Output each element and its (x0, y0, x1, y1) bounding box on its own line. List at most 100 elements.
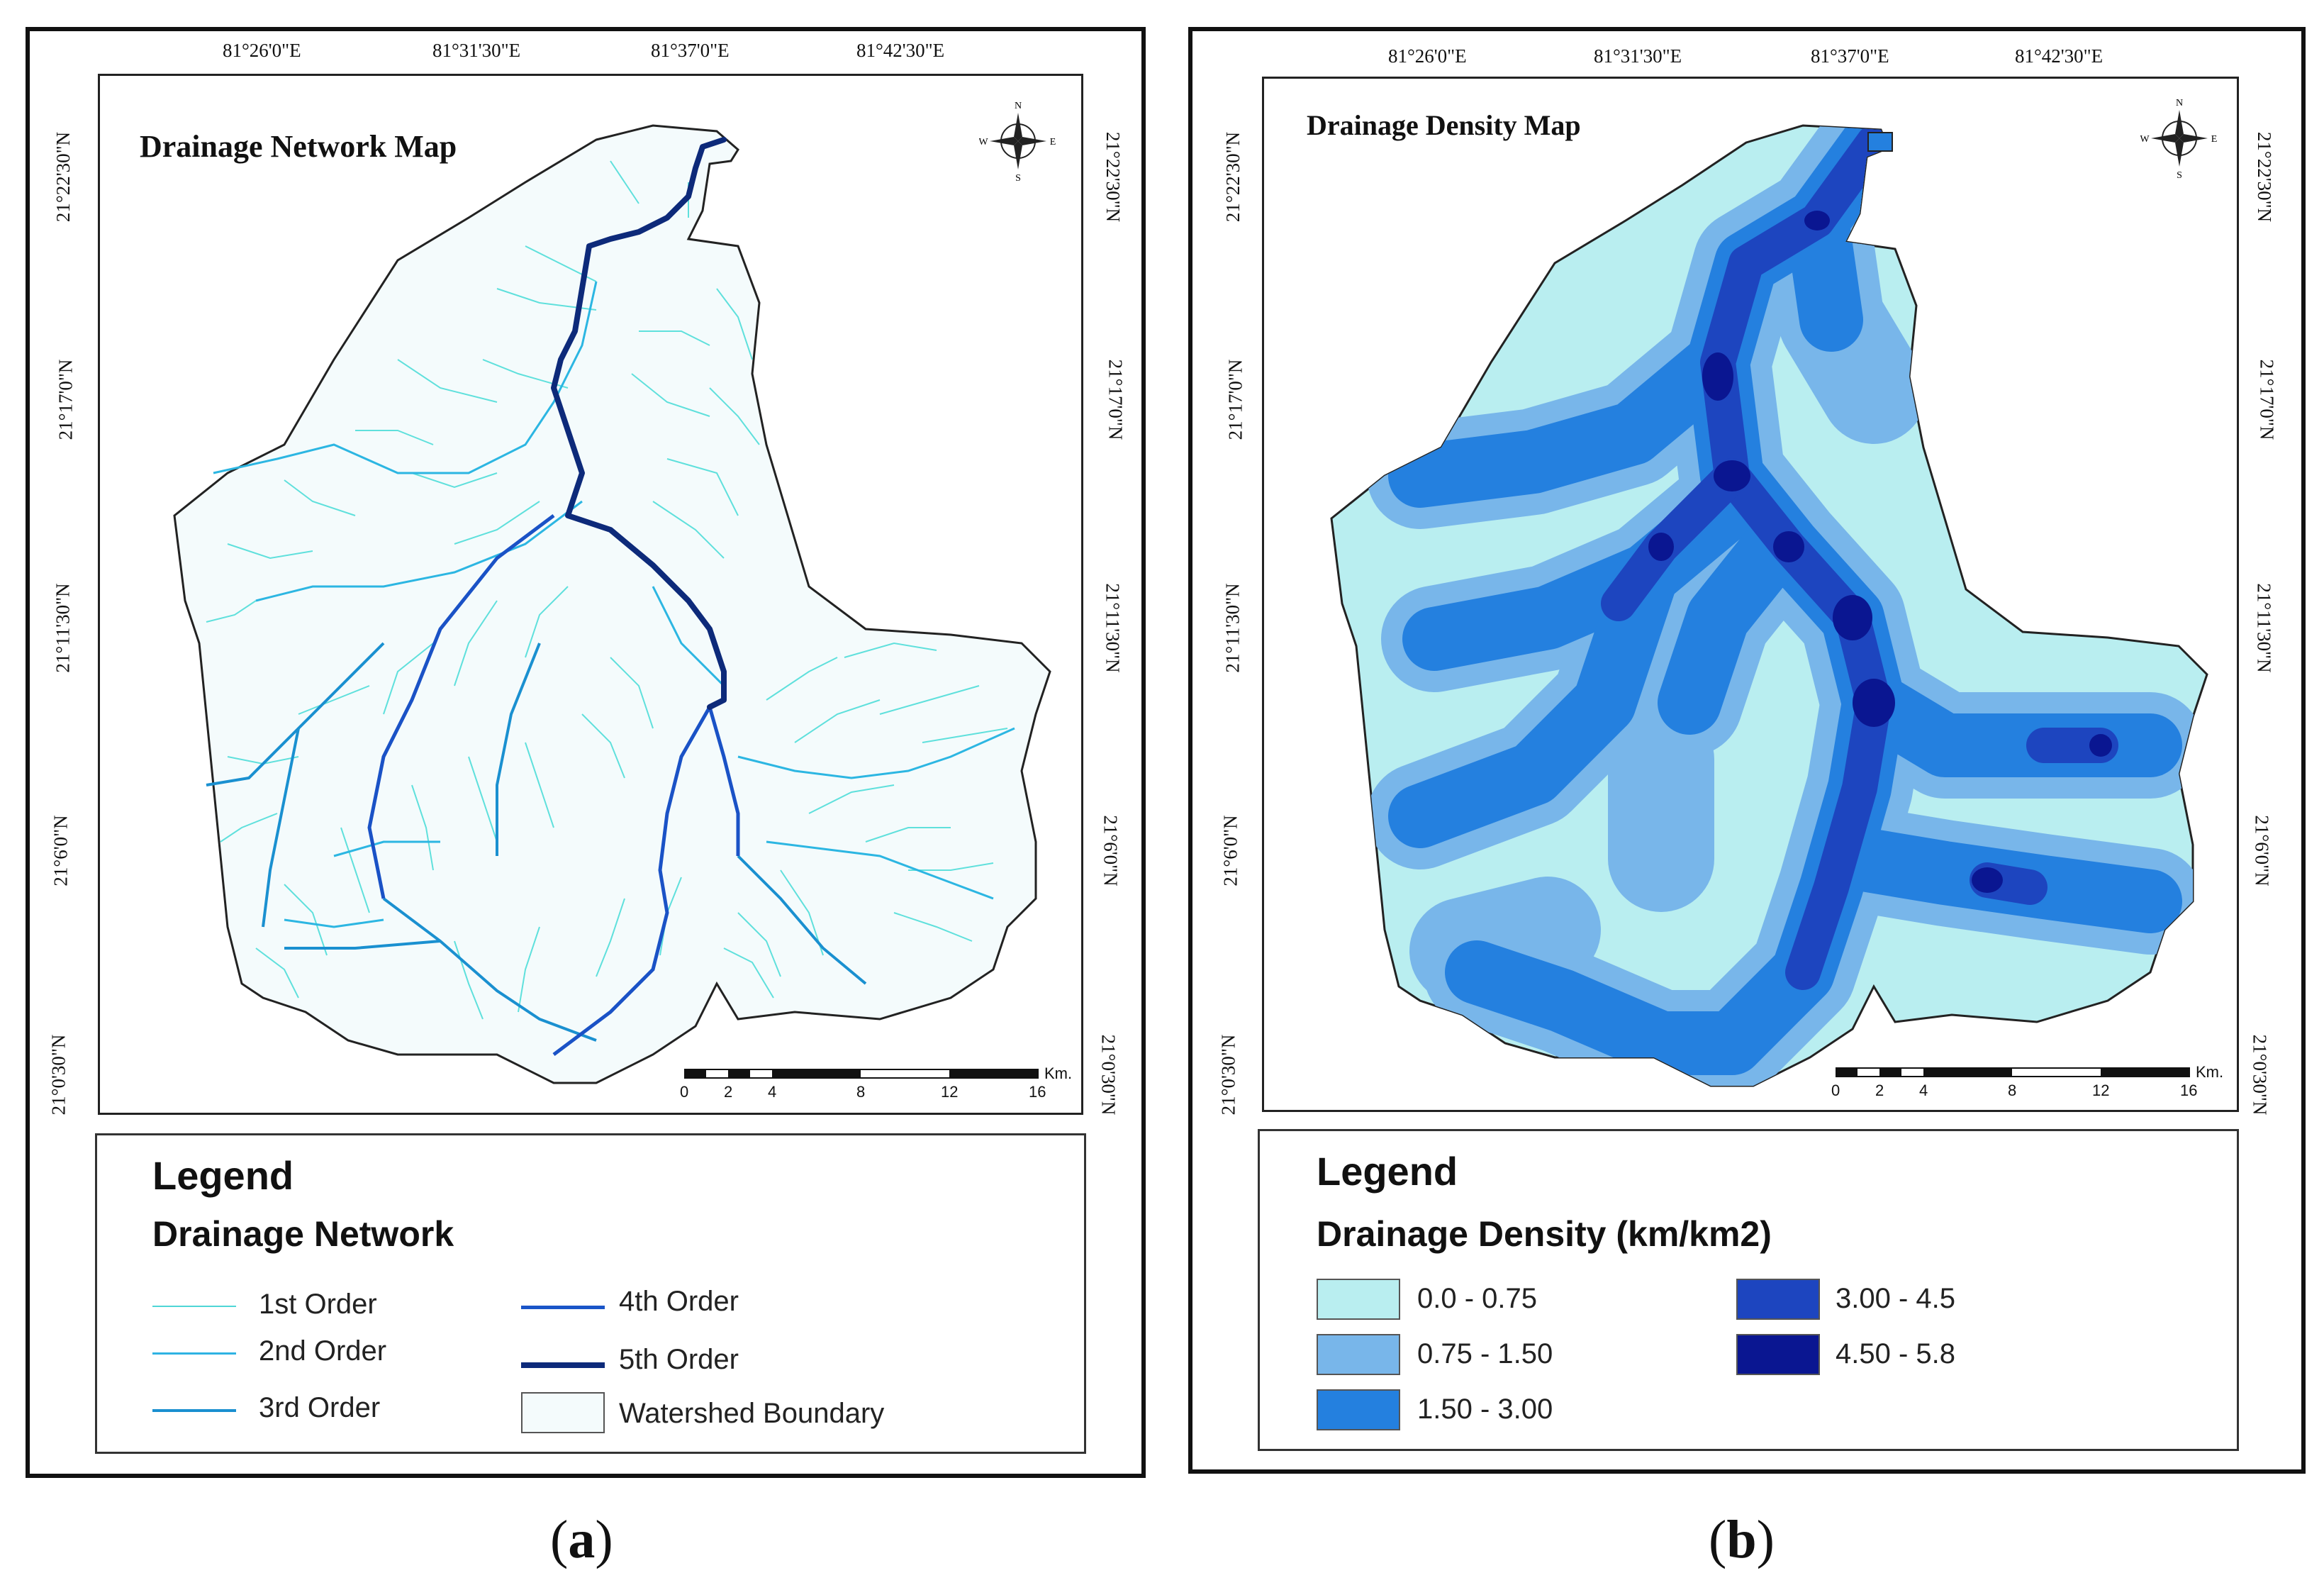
scale-label-0: 0 (1831, 1082, 1840, 1099)
legend-label-1st-order: 1st Order (259, 1289, 377, 1320)
legend-title-a: Legend (152, 1153, 294, 1198)
left-coord-5: 21°0'30"N (1217, 1034, 1239, 1116)
legend-swatch-0.75-1.50 (1317, 1334, 1400, 1375)
legend-line-2nd-order (152, 1352, 236, 1355)
legend-label-1.50-3.00: 1.50 - 3.00 (1417, 1394, 1553, 1425)
compass-s: S (1015, 173, 1021, 184)
legend-a: Legend Drainage Network 1st Order 2nd Or… (95, 1133, 1086, 1454)
right-coord-5: 21°0'30"N (1097, 1034, 1119, 1116)
right-coord-4: 21°6'0"N (2251, 815, 2273, 886)
compass-n: N (2176, 98, 2183, 109)
legend-swatch-1.50-3.00 (1317, 1389, 1400, 1430)
north-arrow-compass: N S W E (979, 101, 1056, 184)
watershed-boundary (173, 124, 1051, 1084)
compass-w: W (979, 137, 988, 148)
compass-w: W (2140, 134, 2150, 145)
legend-swatch-watershed (521, 1392, 605, 1433)
legend-label-3rd-order: 3rd Order (259, 1392, 381, 1423)
legend-subtitle-a: Drainage Network (152, 1214, 454, 1254)
left-coord-5: 21°0'30"N (48, 1034, 69, 1116)
top-coord-1: 81°26'0"E (223, 40, 301, 61)
legend-line-5th-order (521, 1362, 605, 1368)
top-coord-2: 81°31'30"E (432, 40, 521, 61)
scale-label-4: 4 (768, 1083, 777, 1101)
left-coord-1: 21°22'30"N (52, 131, 74, 223)
outlet-patch (1867, 132, 1893, 152)
top-coord-2: 81°31'30"E (1594, 45, 1682, 67)
left-coord-2: 21°17'0"N (55, 359, 77, 440)
caption-b-letter: b (1726, 1510, 1757, 1569)
scale-label-8: 8 (856, 1083, 866, 1101)
streams-3rd-order (206, 642, 867, 1042)
top-coord-3: 81°37'0"E (651, 40, 730, 61)
panel-b: 81°26'0"E 81°31'30"E 81°37'0"E 81°42'30"… (1188, 27, 2306, 1474)
top-coord-4: 81°42'30"E (2015, 45, 2104, 67)
legend-subtitle-b: Drainage Density (km/km2) (1317, 1214, 1772, 1254)
legend-label-2nd-order: 2nd Order (259, 1335, 387, 1367)
top-coord-4: 81°42'30"E (856, 40, 945, 61)
legend-label-watershed: Watershed Boundary (619, 1398, 885, 1429)
map-title-a: Drainage Network Map (140, 129, 457, 164)
legend-line-3rd-order (152, 1409, 236, 1412)
legend-line-4th-order (521, 1306, 605, 1309)
streams-2nd-order (213, 281, 1015, 928)
scale-label-12: 12 (941, 1083, 959, 1101)
left-coord-3: 21°11'30"N (52, 583, 74, 673)
drainage-network-map: N S W E Drainage Network Map Km. 0 2 4 8… (98, 74, 1083, 1115)
map-canvas-a (173, 124, 1051, 1084)
scale-label-8: 8 (2008, 1082, 2017, 1099)
density-class-4.50-5.8 (1648, 211, 2112, 893)
caption-b: (b) (1709, 1509, 1775, 1571)
scale-unit-b: Km. (2196, 1063, 2224, 1081)
left-coord-2: 21°17'0"N (1224, 359, 1246, 440)
panel-a: 81°26'0"E 81°31'30"E 81°37'0"E 81°42'30"… (26, 27, 1146, 1478)
map-title-b: Drainage Density Map (1307, 109, 1581, 141)
right-coord-3: 21°11'30"N (2253, 583, 2275, 673)
right-coord-1: 21°22'30"N (1102, 131, 1124, 223)
scale-label-4: 4 (1919, 1082, 1928, 1099)
legend-line-1st-order (152, 1306, 236, 1307)
scale-bar-a: Km. 0 2 4 8 12 16 (680, 1064, 1072, 1111)
legend-label-5th-order: 5th Order (619, 1344, 739, 1375)
map-canvas-b (1330, 124, 2208, 1087)
caption-a-letter: a (568, 1510, 596, 1569)
left-coord-4: 21°6'0"N (50, 815, 72, 886)
right-coord-2: 21°17'0"N (2256, 359, 2278, 440)
left-coord-4: 21°6'0"N (1219, 815, 1241, 886)
legend-swatch-4.50-5.8 (1736, 1334, 1820, 1375)
scale-label-16: 16 (1029, 1083, 1046, 1101)
right-coord-2: 21°17'0"N (1105, 359, 1127, 440)
scale-label-2: 2 (724, 1083, 733, 1101)
north-arrow-compass: N S W E (2140, 98, 2218, 181)
left-coord-3: 21°11'30"N (1222, 583, 1244, 673)
legend-label-4th-order: 4th Order (619, 1286, 739, 1317)
compass-n: N (1015, 101, 1022, 111)
caption-b-open: ( (1709, 1510, 1727, 1569)
legend-label-4.50-5.8: 4.50 - 5.8 (1836, 1338, 1956, 1369)
scale-label-0: 0 (680, 1083, 689, 1101)
compass-s: S (2177, 170, 2182, 181)
caption-a-close: ) (595, 1510, 613, 1569)
compass-e: E (1050, 137, 1056, 148)
right-coord-4: 21°6'0"N (1100, 815, 1122, 886)
scale-label-16: 16 (2180, 1082, 2198, 1099)
streams-4th-order (367, 514, 740, 1056)
legend-title-b: Legend (1317, 1149, 1458, 1194)
compass-e: E (2211, 134, 2218, 145)
legend-label-0-0.75: 0.0 - 0.75 (1417, 1283, 1538, 1314)
caption-a-open: ( (550, 1510, 569, 1569)
top-coord-1: 81°26'0"E (1388, 45, 1467, 67)
streams-5th-order (551, 137, 727, 710)
streams-1st-order (206, 160, 1008, 1020)
legend-swatch-3.00-4.5 (1736, 1279, 1820, 1320)
caption-a: (a) (550, 1509, 613, 1571)
top-coord-3: 81°37'0"E (1811, 45, 1889, 67)
scale-bar-b: Km. 0 2 4 8 12 16 (1831, 1063, 2223, 1110)
right-coord-5: 21°0'30"N (2249, 1034, 2271, 1116)
left-coord-1: 21°22'30"N (1222, 131, 1244, 223)
scale-unit-a: Km. (1044, 1064, 1073, 1082)
right-coord-3: 21°11'30"N (1102, 583, 1124, 673)
legend-b: Legend Drainage Density (km/km2) 0.0 - 0… (1258, 1129, 2239, 1451)
legend-label-0.75-1.50: 0.75 - 1.50 (1417, 1338, 1553, 1369)
scale-label-12: 12 (2092, 1082, 2110, 1099)
